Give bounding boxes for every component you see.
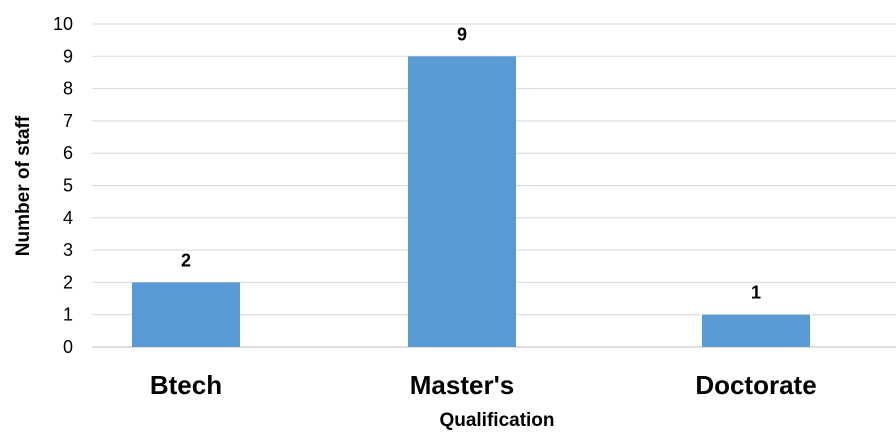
- bar: [132, 282, 240, 347]
- y-tick-label: 10: [53, 14, 73, 34]
- y-tick-label: 6: [63, 143, 73, 163]
- y-tick-label: 0: [63, 337, 73, 357]
- y-tick-label: 9: [63, 46, 73, 66]
- y-tick-label: 8: [63, 79, 73, 99]
- bar: [408, 56, 516, 348]
- y-tick-label: 1: [63, 305, 73, 325]
- y-tick-label: 4: [63, 208, 73, 228]
- data-label: 9: [457, 24, 467, 44]
- y-axis-title: Number of staff: [13, 115, 34, 256]
- x-axis-title: Qualification: [439, 410, 554, 431]
- bars: [132, 56, 810, 348]
- bar: [702, 314, 810, 347]
- data-label: 2: [181, 250, 191, 270]
- x-category-label: Btech: [150, 370, 222, 400]
- x-axis-categories: Btech Master's Doctorate: [150, 370, 817, 400]
- data-labels: 2 9 1: [181, 24, 761, 302]
- y-tick-label: 3: [63, 240, 73, 260]
- y-tick-label: 2: [63, 272, 73, 292]
- y-axis-ticks: 0 1 2 3 4 5 6 7 8 9 10: [53, 14, 73, 357]
- data-label: 1: [751, 283, 761, 303]
- y-tick-label: 5: [63, 176, 73, 196]
- x-category-label: Doctorate: [695, 370, 816, 400]
- x-category-label: Master's: [410, 370, 514, 400]
- y-tick-label: 7: [63, 111, 73, 131]
